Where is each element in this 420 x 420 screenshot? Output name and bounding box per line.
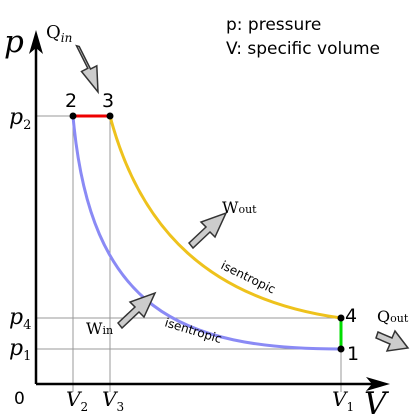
lower-curve-label: isentropic	[163, 315, 223, 346]
y-tick-p2: p2	[9, 105, 31, 133]
state-point-3	[106, 112, 114, 120]
w-out-label: Wout	[222, 198, 257, 217]
y-axis-title: p	[4, 24, 24, 60]
state-point-1	[337, 345, 345, 353]
legend-pressure: p: pressure	[226, 15, 321, 35]
point-label-2: 2	[65, 90, 77, 112]
point-label-1: 1	[347, 343, 359, 365]
w-in-label: Win	[86, 319, 113, 338]
state-point-4	[337, 314, 345, 322]
point-label-4: 4	[345, 305, 357, 327]
energy-arrows	[75, 44, 410, 352]
legend-specific-volume: V: specific volume	[226, 39, 380, 59]
w-out-arrow-icon	[187, 211, 228, 250]
w-in-arrow-icon	[116, 291, 157, 330]
origin-label: 0	[14, 389, 25, 409]
x-tick-v1: V1	[332, 387, 354, 414]
q-out-arrow-icon	[375, 329, 410, 352]
q-in-label: Qin	[46, 22, 72, 45]
state-points	[69, 112, 345, 353]
axes	[29, 30, 390, 391]
state-point-2	[69, 112, 77, 120]
y-axis-arrowhead	[29, 30, 43, 54]
x-axis-arrowhead	[366, 377, 390, 391]
y-tick-p4: p4	[9, 305, 31, 333]
y-tick-p1: p1	[9, 336, 31, 364]
x-tick-v3: V3	[102, 387, 124, 414]
q-out-label: Qout	[377, 307, 409, 326]
x-axis-title: V	[364, 386, 390, 420]
q-in-arrow-icon	[75, 44, 99, 95]
expansion-curve-3-4	[108, 115, 342, 320]
cycle-curves	[71, 114, 343, 351]
compression-curve-1-2	[71, 115, 342, 351]
x-tick-v2: V2	[66, 387, 88, 414]
point-label-3: 3	[102, 90, 114, 112]
